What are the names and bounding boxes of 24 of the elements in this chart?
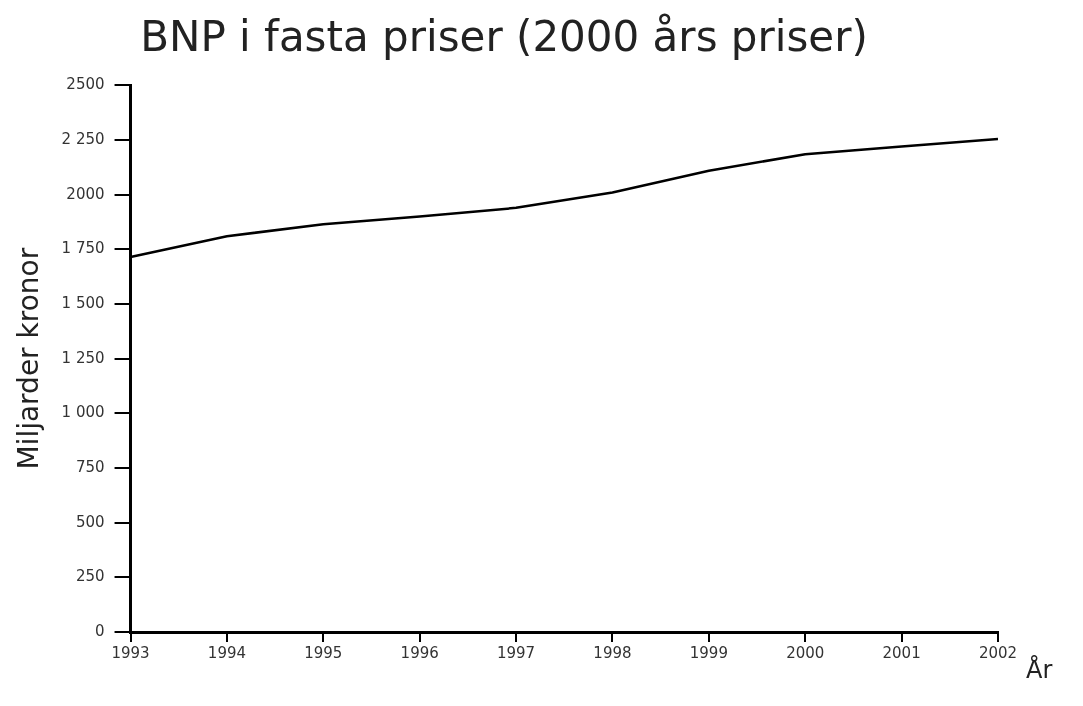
y-tick-label: 2500 — [66, 75, 105, 94]
x-tick-label: 2001 — [882, 643, 921, 662]
y-tick-label: 0 — [95, 621, 105, 640]
x-tick-label: 1996 — [400, 643, 439, 662]
y-tick-label: 1 500 — [61, 293, 105, 312]
chart-title: BNP i fasta priser (2000 års priser) — [140, 12, 868, 62]
x-tick-label: 1993 — [111, 643, 150, 662]
y-axis-title: Miljarder kronor — [12, 247, 46, 470]
x-tick-label: 1994 — [207, 643, 247, 662]
y-tick-label: 2000 — [66, 184, 105, 203]
x-tick-label: 1998 — [593, 643, 632, 662]
x-tick-label: 1999 — [689, 643, 728, 662]
y-tick-label: 1 750 — [61, 239, 105, 258]
y-tick-label: 1 000 — [61, 403, 105, 422]
y-tick-label: 750 — [75, 457, 105, 476]
x-tick-label: 1997 — [496, 643, 536, 662]
x-axis-title: År — [1026, 655, 1053, 685]
x-tick-label: 2002 — [978, 643, 1018, 662]
y-tick-label: 500 — [75, 512, 105, 531]
y-tick-label: 1 250 — [61, 348, 105, 367]
x-tick-label: 1995 — [304, 643, 343, 662]
y-tick-label: 250 — [75, 567, 105, 586]
x-tick-label: 2000 — [786, 643, 825, 662]
y-tick-label: 2 250 — [61, 129, 105, 148]
